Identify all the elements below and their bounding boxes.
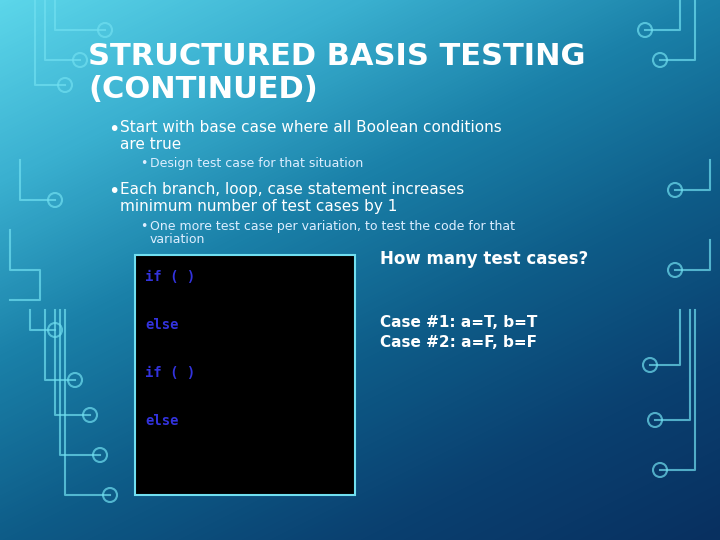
Text: variation: variation xyxy=(150,233,205,246)
Text: •: • xyxy=(108,182,120,201)
Text: One more test case per variation, to test the code for that: One more test case per variation, to tes… xyxy=(150,220,515,233)
Text: Design test case for that situation: Design test case for that situation xyxy=(150,157,364,170)
Text: if ( ): if ( ) xyxy=(145,270,195,284)
Text: Each branch, loop, case statement increases: Each branch, loop, case statement increa… xyxy=(120,182,464,197)
Text: else: else xyxy=(145,414,179,428)
Text: are true: are true xyxy=(120,137,181,152)
Text: minimum number of test cases by 1: minimum number of test cases by 1 xyxy=(120,199,397,214)
Text: Case #1: a=T, b=T: Case #1: a=T, b=T xyxy=(380,315,537,330)
Text: if ( ): if ( ) xyxy=(145,366,195,380)
Text: Start with base case where all Boolean conditions: Start with base case where all Boolean c… xyxy=(120,120,502,135)
Text: •: • xyxy=(140,220,148,233)
Text: Case #2: a=F, b=F: Case #2: a=F, b=F xyxy=(380,335,537,350)
Text: STRUCTURED BASIS TESTING: STRUCTURED BASIS TESTING xyxy=(88,42,585,71)
Text: •: • xyxy=(108,120,120,139)
FancyBboxPatch shape xyxy=(135,255,355,495)
Text: How many test cases?: How many test cases? xyxy=(380,250,588,268)
Text: else: else xyxy=(145,318,179,332)
Text: •: • xyxy=(140,157,148,170)
Text: (CONTINUED): (CONTINUED) xyxy=(88,75,318,104)
